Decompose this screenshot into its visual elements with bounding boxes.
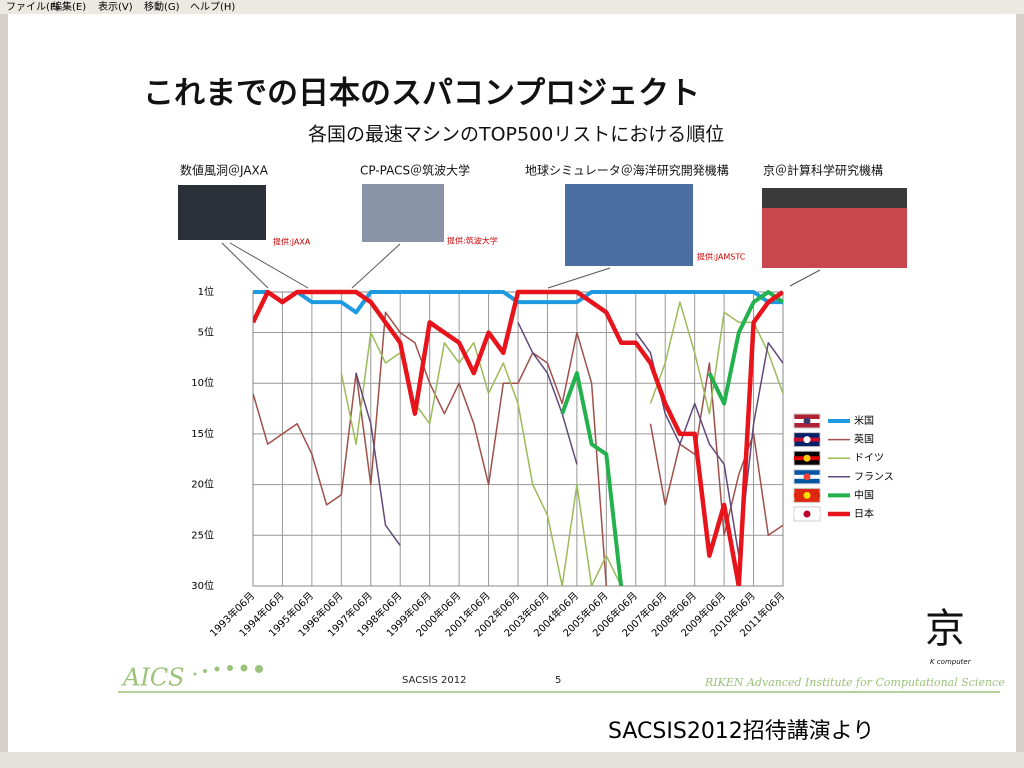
photo-caption: 京＠計算科学研究機構: [763, 163, 883, 178]
series-line: [560, 290, 783, 586]
photo: [178, 185, 266, 240]
legend-flag: [803, 510, 811, 518]
legend-flag: [803, 417, 811, 425]
arrows: [221, 242, 821, 289]
logo-text: K computer: [930, 658, 972, 666]
footer-institute: RIKEN Advanced Institute for Computation…: [704, 676, 1005, 689]
caption: SACSIS2012招待講演より: [608, 719, 874, 744]
legend-flag: [803, 454, 811, 462]
logo-dots: [193, 664, 263, 676]
photo-credit: 提供:JAMSTC: [697, 252, 746, 262]
y-tick-label: 10位: [191, 376, 214, 389]
slide-title: これまでの日本のスパコンプロジェクト: [143, 76, 700, 112]
y-tick-label: 25位: [191, 528, 214, 541]
photo: [762, 188, 907, 208]
legend-label: 中国: [854, 488, 874, 501]
footer-event: SACSIS 2012: [402, 675, 466, 686]
legend-flag: [803, 473, 811, 481]
y-tick-label: 1位: [198, 285, 214, 298]
series-line: [253, 311, 783, 586]
photo-caption: 地球シミュレータ＠海洋研究開発機構: [525, 163, 729, 178]
legend-label: 米国: [854, 414, 874, 427]
photo-credit: 提供:筑波大学: [447, 236, 498, 246]
y-tick-label: 30位: [191, 579, 214, 592]
legend-label: 英国: [854, 433, 874, 446]
photo-caption: CP-PACS＠筑波大学: [360, 163, 470, 178]
y-tick-label: 15位: [191, 427, 214, 440]
series-line: [253, 289, 783, 586]
photo-credit: 提供:JAXA: [273, 237, 311, 247]
menu-item: ヘルプ(H): [190, 1, 235, 13]
legend-label: フランス: [854, 471, 894, 483]
slide-subtitle: 各国の最速マシンのTOP500リストにおける順位: [308, 124, 724, 146]
footer-logo: AICS: [121, 664, 185, 692]
legend-label: ドイツ: [854, 453, 884, 464]
series-line: [340, 301, 783, 586]
series-line: [253, 290, 783, 315]
footer-page: 5: [555, 675, 561, 686]
legend-label: 日本: [854, 507, 874, 520]
menu-item: 移動(G): [144, 0, 180, 13]
y-tick-label: 20位: [191, 478, 214, 491]
menu-item: ファイル(F): [6, 2, 60, 13]
photo: [565, 184, 693, 266]
menu-item: 編集(E): [52, 0, 86, 13]
y-tick-label: 5位: [198, 326, 214, 339]
legend-flag: [803, 491, 811, 499]
menu-item: 表示(V): [98, 0, 133, 13]
scrollbar: [0, 752, 1024, 768]
legend-flag: [803, 436, 811, 444]
logo-kanji: 京: [925, 606, 965, 652]
menu-bar: [0, 0, 1024, 14]
photo: [362, 184, 444, 242]
photo-caption: 数値風洞＠JAXA: [180, 163, 269, 178]
